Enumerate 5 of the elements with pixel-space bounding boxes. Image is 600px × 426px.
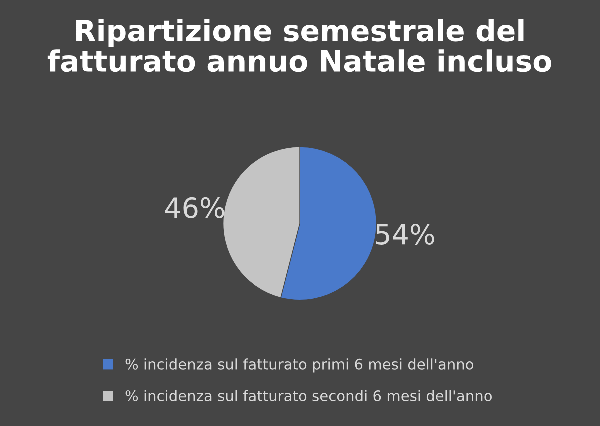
chart-title: Ripartizione semestrale del fatturato annuo Natale incluso xyxy=(48,19,552,72)
legend-label: % incidenza sul fatturato primi 6 mesi dell'anno xyxy=(126,358,474,373)
data-label: 46% xyxy=(166,197,224,218)
legend-label: % incidenza sul fatturato secondi 6 mesi dell'anno xyxy=(126,390,492,402)
data-label: 54% xyxy=(376,224,434,245)
